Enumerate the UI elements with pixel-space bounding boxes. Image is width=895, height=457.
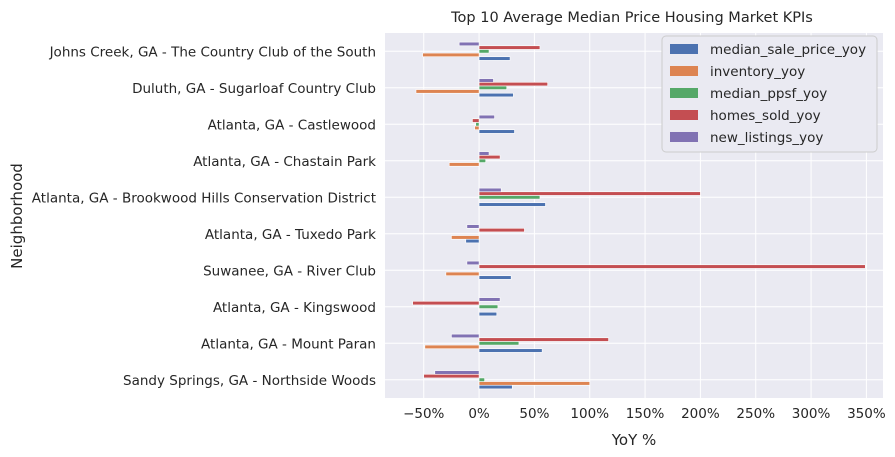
bar-homes-sold-yoy: [472, 118, 480, 123]
bar-homes-sold-yoy: [412, 300, 480, 306]
legend: median_sale_price_yoy inventory_yoymedian…: [661, 35, 878, 153]
x-tick-label: 50%: [519, 406, 549, 422]
chart-title: Top 10 Average Median Price Housing Mark…: [450, 10, 813, 26]
bar-median-sale-price-yoy: [478, 56, 511, 61]
bar-inventory-yoy: [415, 89, 480, 94]
bar-median-sale-price-yoy: [478, 348, 543, 353]
bar-median-ppsf-yoy: [475, 122, 480, 127]
bar-homes-sold-yoy: [478, 81, 548, 87]
x-tick-label: 0%: [468, 406, 490, 422]
bar-median-sale-price-yoy: [478, 202, 546, 207]
bar-new-listings-yoy: [478, 114, 495, 120]
x-tick-label: 300%: [792, 406, 831, 422]
bar-homes-sold-yoy: [478, 227, 525, 233]
bar-inventory-yoy: [448, 162, 480, 167]
y-tick-label: Atlanta, GA - Mount Paran: [201, 336, 376, 352]
x-tick-label: 350%: [847, 406, 886, 422]
legend-swatch: [670, 66, 698, 76]
bar-median-ppsf-yoy: [478, 377, 485, 382]
bar-homes-sold-yoy: [478, 45, 541, 50]
y-tick-label: Atlanta, GA - Kingswood: [213, 300, 376, 316]
y-tick-label: Atlanta, GA - Chastain Park: [193, 154, 376, 170]
bar-new-listings-yoy: [466, 224, 480, 229]
bar-inventory-yoy: [478, 381, 591, 386]
bar-median-ppsf-yoy: [478, 49, 490, 54]
legend-swatch: [670, 132, 698, 142]
x-tick-label: 250%: [736, 406, 775, 422]
y-tick-label: Atlanta, GA - Tuxedo Park: [205, 227, 376, 243]
y-tick-label: Duluth, GA - Sugarloaf Country Club: [132, 81, 376, 97]
bar-median-sale-price-yoy: [465, 238, 480, 244]
legend-label: inventory_yoy: [710, 64, 805, 80]
y-tick-label: Sandy Springs, GA - Northside Woods: [123, 373, 376, 389]
x-tick-labels: −50% 0% 50% 100% 150% 200% 250% 300% 350%: [403, 406, 886, 422]
bar-median-sale-price-yoy: [478, 129, 515, 134]
x-tick-label: 100%: [570, 406, 609, 422]
x-axis-label: YoY %: [611, 431, 657, 449]
legend-swatch: [670, 44, 698, 54]
y-tick-label: Johns Creek, GA - The Country Club of th…: [49, 44, 376, 60]
bar-homes-sold-yoy: [478, 154, 501, 160]
bar-median-sale-price-yoy: [478, 92, 514, 98]
x-tick-label: −50%: [403, 406, 444, 422]
x-tick-label: 200%: [681, 406, 720, 422]
y-tick-label: Atlanta, GA - Castlewood: [208, 117, 376, 133]
y-tick-label: Atlanta, GA - Brookwood Hills Conservati…: [32, 190, 376, 206]
bar-median-sale-price-yoy: [478, 311, 498, 317]
legend-box: [661, 35, 878, 153]
legend-label: median_ppsf_yoy: [710, 86, 827, 102]
bar-new-listings-yoy: [458, 41, 480, 47]
bars: [412, 41, 866, 390]
bar-inventory-yoy: [422, 52, 480, 58]
bar-new-listings-yoy: [478, 187, 502, 193]
bar-median-sale-price-yoy: [478, 275, 512, 280]
bar-median-ppsf-yoy: [478, 158, 487, 163]
legend-swatch: [670, 88, 698, 98]
y-axis-label: Neighborhood: [8, 163, 26, 269]
bar-new-listings-yoy: [478, 297, 501, 302]
bar-new-listings-yoy: [466, 260, 480, 266]
bar-inventory-yoy: [424, 344, 480, 350]
bar-median-ppsf-yoy: [478, 304, 499, 309]
bar-homes-sold-yoy: [478, 337, 609, 342]
y-tick-label: Suwanee, GA - River Club: [203, 263, 376, 279]
bar-homes-sold-yoy: [423, 373, 480, 379]
legend-label: median_sale_price_yoy: [710, 42, 866, 58]
bar-median-ppsf-yoy: [478, 195, 541, 200]
bar-homes-sold-yoy: [478, 264, 866, 269]
legend-label: homes_sold_yoy: [710, 108, 821, 124]
bar-median-sale-price-yoy: [478, 384, 513, 390]
legend-label: new_listings_yoy: [710, 130, 823, 146]
bar-new-listings-yoy: [478, 151, 490, 156]
bar-inventory-yoy: [451, 235, 480, 240]
y-tick-labels: Sandy Springs, GA - Northside Woods Atlan…: [32, 44, 376, 389]
bar-inventory-yoy: [445, 271, 480, 277]
bar-median-ppsf-yoy: [478, 85, 508, 90]
bar-median-ppsf-yoy: [478, 341, 520, 346]
bar-new-listings-yoy: [451, 333, 480, 339]
bar-new-listings-yoy: [478, 78, 494, 83]
bar-new-listings-yoy: [434, 370, 480, 375]
x-tick-label: 150%: [626, 406, 665, 422]
bar-homes-sold-yoy: [478, 191, 701, 196]
bar-inventory-yoy: [474, 125, 480, 131]
legend-swatch: [670, 110, 698, 120]
